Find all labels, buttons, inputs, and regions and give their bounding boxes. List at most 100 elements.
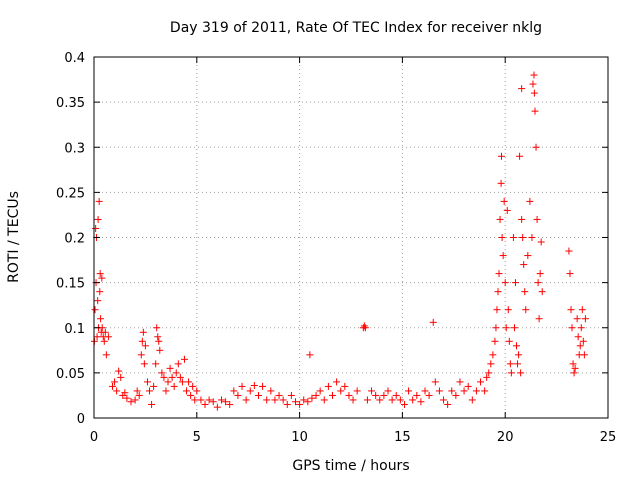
data-point: [189, 382, 197, 390]
data-point: [287, 391, 295, 399]
data-point: [501, 279, 509, 287]
data-point: [506, 360, 514, 368]
data-point: [109, 382, 117, 390]
data-point: [97, 315, 105, 323]
data-point: [115, 367, 123, 375]
data-point: [569, 360, 577, 368]
data-point: [316, 387, 324, 395]
data-point: [576, 342, 584, 350]
data-point: [160, 373, 168, 381]
data-point: [444, 400, 452, 408]
data-point: [515, 351, 523, 359]
data-point: [517, 369, 525, 377]
x-tick-label: 0: [90, 430, 98, 445]
data-point: [533, 215, 541, 223]
y-tick-label: 0.35: [56, 96, 85, 111]
data-point: [158, 369, 166, 377]
data-point: [468, 396, 476, 404]
data-point: [320, 396, 328, 404]
data-point: [452, 391, 460, 399]
data-point: [456, 378, 464, 386]
data-point: [146, 387, 154, 395]
data-point: [431, 378, 439, 386]
data-point: [494, 288, 502, 296]
data-point: [537, 238, 545, 246]
data-point: [187, 391, 195, 399]
y-tick-label: 0: [77, 412, 85, 427]
data-point: [337, 387, 345, 395]
data-point: [518, 85, 526, 93]
data-point: [222, 398, 230, 406]
data-point: [487, 360, 495, 368]
data-point: [514, 360, 522, 368]
data-point: [579, 337, 587, 345]
x-tick-label: 5: [193, 430, 201, 445]
data-point: [495, 270, 503, 278]
data-point: [283, 400, 291, 408]
y-tick-label: 0.4: [64, 51, 85, 66]
data-point: [95, 197, 103, 205]
data-point: [113, 387, 121, 395]
data-point: [578, 306, 586, 314]
data-point: [349, 396, 357, 404]
data-point: [360, 322, 368, 330]
data-point: [230, 387, 238, 395]
data-point: [312, 391, 320, 399]
data-point: [176, 373, 184, 381]
y-axis-ticks: 0 0.05 0.1 0.15 0.2 0.25 0.3 0.35 0.4: [56, 51, 608, 427]
data-point: [279, 396, 287, 404]
data-point: [400, 400, 408, 408]
data-point: [574, 333, 582, 341]
data-point: [155, 337, 163, 345]
data-point: [139, 328, 147, 336]
data-point: [91, 306, 99, 314]
data-point: [345, 391, 353, 399]
data-point: [384, 387, 392, 395]
data-point: [485, 369, 493, 377]
data-point: [571, 364, 579, 372]
data-point: [226, 400, 234, 408]
data-point: [472, 387, 480, 395]
data-point: [170, 382, 178, 390]
chart-title: Day 319 of 2011, Rate Of TEC Index for r…: [170, 20, 542, 36]
data-point: [518, 215, 526, 223]
y-tick-label: 0.05: [56, 367, 85, 382]
data-point: [498, 234, 506, 241]
data-point: [536, 270, 544, 278]
data-point: [524, 252, 532, 260]
data-point: [568, 324, 576, 332]
data-point: [127, 398, 135, 406]
data-point: [308, 394, 316, 402]
data-point: [150, 382, 158, 390]
data-point: [135, 391, 143, 399]
y-tick-label: 0.1: [64, 322, 85, 337]
data-point: [234, 391, 242, 399]
data-point: [152, 360, 160, 368]
data-point: [534, 279, 542, 287]
data-point: [405, 387, 413, 395]
data-point: [154, 333, 162, 341]
data-point: [435, 387, 443, 395]
y-tick-label: 0.15: [56, 277, 85, 292]
data-point: [156, 346, 164, 354]
data-point: [368, 387, 376, 395]
data-point: [104, 333, 112, 341]
data-point: [246, 387, 254, 395]
data-point: [503, 206, 511, 214]
data-point: [363, 396, 371, 404]
data-point: [396, 396, 404, 404]
data-point: [250, 382, 258, 390]
data-point: [497, 152, 505, 160]
data-point: [96, 270, 104, 278]
data-point: [205, 396, 213, 404]
data-point: [566, 270, 574, 278]
data-point: [507, 369, 515, 377]
data-point: [504, 306, 512, 314]
data-point: [520, 261, 528, 269]
data-point: [328, 391, 336, 399]
data-point: [263, 396, 271, 404]
data-point: [573, 315, 581, 323]
data-point: [333, 378, 341, 386]
data-point: [275, 391, 283, 399]
